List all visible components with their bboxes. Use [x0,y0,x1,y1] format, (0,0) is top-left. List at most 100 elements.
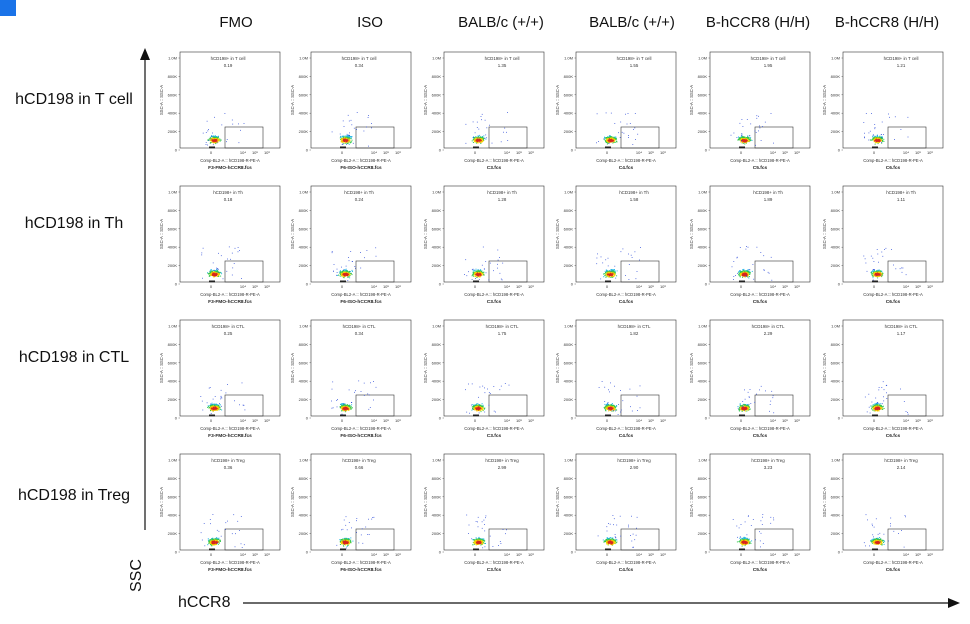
event-dot [744,276,745,278]
event-dot [609,276,611,278]
event-dot [873,137,875,139]
y-tick-label: 200K [698,129,708,134]
y-tick-label: 400K [564,245,574,250]
event-dot [756,115,758,117]
event-dot [210,140,212,142]
event-dot [878,140,880,142]
event-dot [500,278,502,280]
event-dot [339,407,341,409]
row-header: hCD198 in Treg [17,487,131,504]
event-dot [876,273,878,275]
event-dot [218,409,220,411]
event-dot [341,144,343,145]
event-dot [622,248,624,250]
y-tick-label: 0 [306,148,309,153]
event-dot [348,120,350,122]
event-dot [211,139,213,141]
event-dot [748,137,750,139]
event-dot [208,140,210,141]
event-dot [741,119,743,120]
event-dot [479,386,481,388]
event-dot [881,121,883,123]
event-dot [596,263,598,265]
event-dot [738,271,740,273]
event-dot [605,274,607,276]
event-dot [607,271,609,273]
event-dot [596,113,598,115]
event-dot [208,138,210,140]
event-dot [215,138,217,140]
event-dot [629,123,631,124]
event-dot [873,141,875,143]
event-dot [478,279,480,280]
event-dot [611,410,613,412]
event-dot [343,273,345,275]
event-dot [475,141,477,143]
event-dot [874,275,876,277]
gate-value: 0.34 [355,63,364,68]
event-dot [351,261,353,262]
event-dot [609,141,611,143]
column-header: BALB/c (+/+) [589,14,675,31]
event-dot [336,274,337,276]
event-dot [478,272,479,274]
event-dot [618,404,619,405]
event-dot [873,271,874,273]
event-dot [234,400,235,402]
y-tick-label: 800K [299,342,309,347]
event-dot [742,275,744,277]
event-dot [773,142,774,144]
y-tick-label: 1.0M [698,324,707,329]
event-dot [221,409,223,411]
event-dot [370,382,371,384]
event-dot [609,271,611,273]
event-dot [338,271,340,273]
event-dot [631,410,633,412]
event-dot [348,143,350,145]
event-dot [748,137,750,139]
x-tick-label: 10⁶ [927,150,933,155]
event-dot [347,407,349,408]
event-dot [741,139,743,141]
event-dot [879,271,881,273]
y-axis-title: SSC-A :: SSC-A [689,219,694,249]
event-dot [872,135,874,137]
event-dot [476,140,478,142]
event-dot [218,408,220,410]
event-dot [613,138,615,140]
event-dot [745,140,747,141]
event-dot [473,271,475,273]
event-dot [747,140,749,142]
event-dot [610,272,612,274]
event-dot [218,405,219,407]
event-dot [218,407,220,409]
x-tick-label: 10⁵ [516,418,522,423]
event-dot [882,273,884,275]
event-dot [489,393,491,394]
event-dot [214,139,216,141]
event-dot [476,139,478,140]
event-dot [747,274,749,276]
event-dot [367,117,369,118]
event-dot [202,409,204,411]
event-dot [481,113,483,115]
event-dot [478,136,480,138]
event-dot [740,141,742,143]
event-dot [207,130,209,132]
event-dot [216,267,217,269]
event-dot [208,405,210,407]
plot-frame [842,185,944,283]
event-dot [213,409,215,411]
event-dot [764,121,766,123]
x-tick-label: 10⁴ [240,150,246,155]
event-dot [475,275,477,277]
event-dot [871,274,873,276]
event-dot [878,273,880,275]
event-dot [878,274,880,275]
event-dot [344,140,345,142]
event-dot [597,253,598,255]
event-dot [483,139,485,141]
y-tick-label: 600K [698,92,708,97]
event-dot [882,140,884,142]
